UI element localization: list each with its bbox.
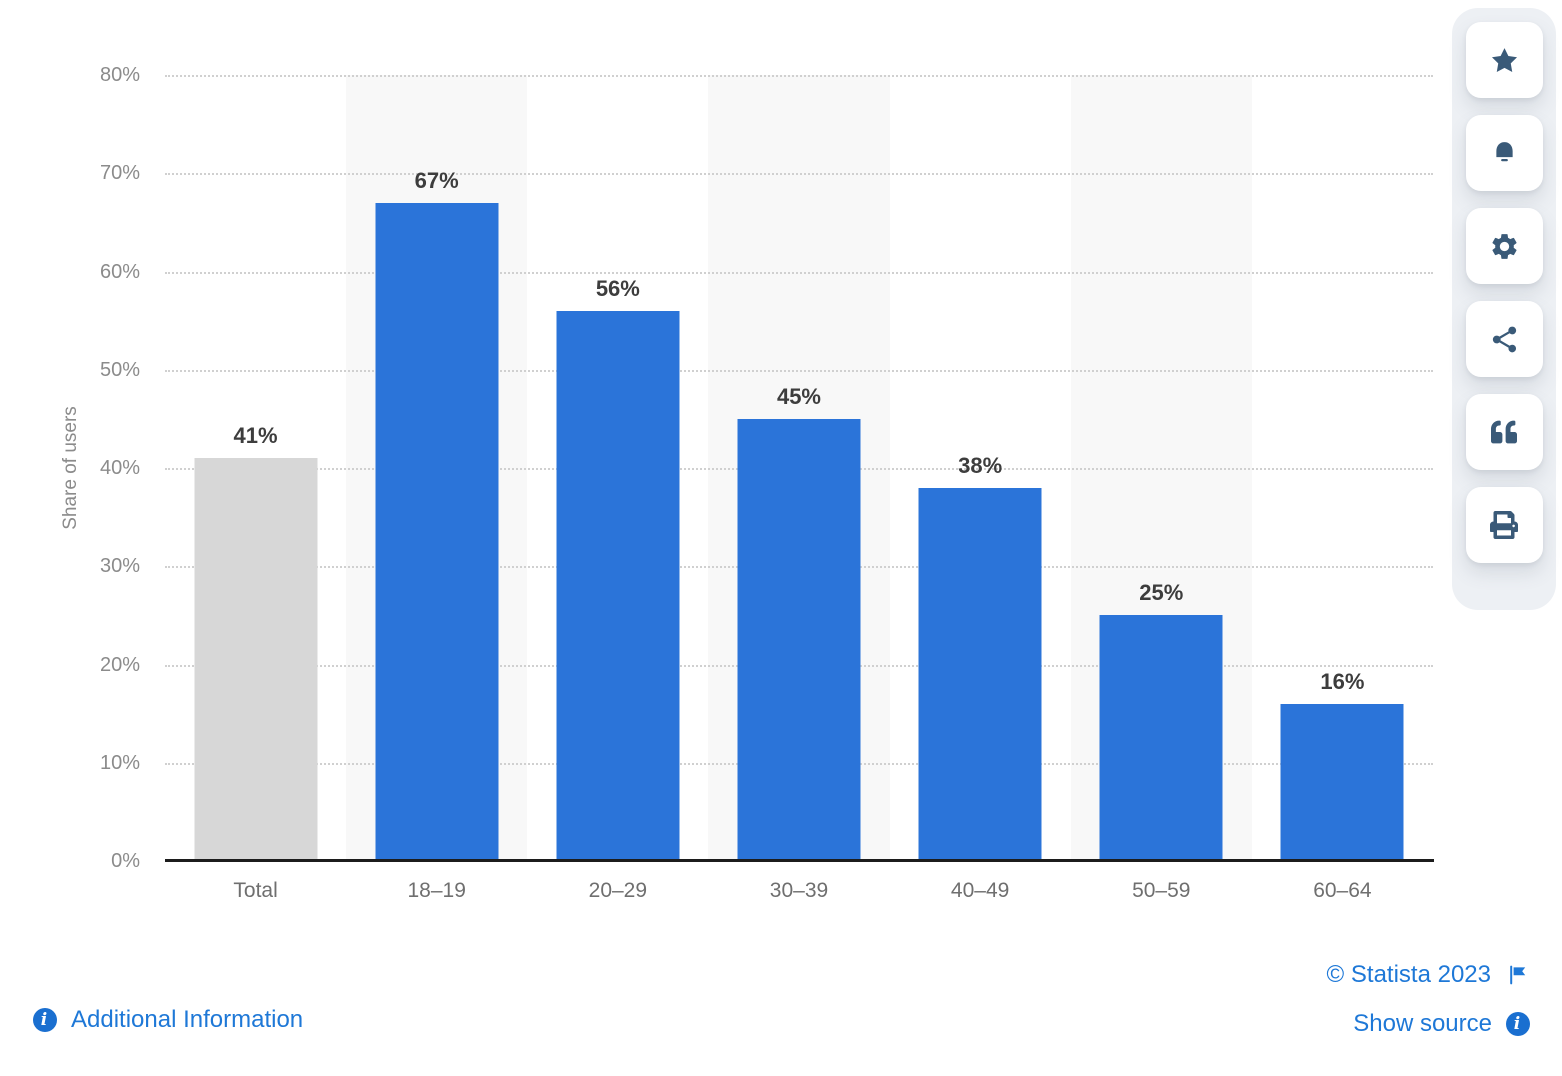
category-column: 41% (165, 75, 346, 861)
bar-18–19[interactable] (375, 202, 499, 861)
category-column: 56% (527, 75, 708, 861)
gridline (165, 369, 1433, 372)
y-axis-tick-label: 60% (99, 260, 140, 283)
share-button[interactable] (1465, 301, 1543, 377)
chart-toolbar (1452, 8, 1556, 610)
value-label: 41% (233, 423, 278, 449)
x-axis-label: 18–19 (407, 879, 466, 902)
y-axis-tick-label: 40% (99, 457, 140, 479)
settings-button[interactable] (1465, 208, 1543, 284)
value-label: 56% (595, 275, 640, 301)
bar-40–49[interactable] (918, 487, 1042, 861)
value-label: 45% (776, 383, 822, 409)
value-label: 38% (958, 452, 1003, 478)
bar-Total[interactable] (194, 458, 318, 861)
x-axis-line (165, 859, 1434, 862)
print-icon (1490, 511, 1518, 539)
x-axis-label: 60–64 (1313, 879, 1372, 902)
x-axis-label: 50–59 (1132, 879, 1191, 902)
category-column: 16% (1252, 75, 1433, 861)
copyright: © Statista 2023 (1327, 961, 1530, 989)
favorite-button[interactable] (1465, 22, 1543, 98)
y-axis-tick-label: 70% (99, 162, 140, 185)
x-axis-label: 20–29 (588, 879, 648, 902)
quote-icon (1491, 420, 1517, 444)
print-button[interactable] (1465, 487, 1543, 563)
info-icon: i (1506, 1012, 1530, 1036)
bar-30–39[interactable] (737, 418, 861, 861)
bar-60–64[interactable] (1280, 703, 1404, 861)
y-axis-tick-label: 0% (111, 850, 140, 872)
x-axis-label: Total (233, 879, 278, 902)
category-column: 25% (1071, 75, 1252, 861)
gear-icon (1491, 233, 1517, 259)
gridline (165, 75, 1433, 77)
show-source-label: Show source (1353, 1010, 1492, 1037)
category-column: 38% (890, 75, 1071, 861)
flag-icon (1510, 965, 1526, 985)
plot-area: 41% 67% 56% 45% 38% 25% 16% (165, 75, 1433, 861)
value-label: 67% (414, 167, 459, 193)
value-label: 16% (1320, 668, 1365, 694)
cite-button[interactable] (1465, 394, 1543, 470)
copyright-label: © Statista 2023 (1326, 961, 1491, 988)
y-axis-tick-label: 30% (99, 555, 140, 578)
bar-20–29[interactable] (556, 310, 680, 861)
x-axis-label: 30–39 (769, 879, 829, 902)
notifications-button[interactable] (1465, 115, 1543, 191)
value-label: 25% (1139, 580, 1184, 606)
star-icon (1491, 47, 1517, 72)
y-axis-tick-label: 50% (99, 358, 140, 381)
y-axis-tick-label: 80% (99, 64, 140, 86)
x-axis-label: 40–49 (950, 879, 1010, 902)
share-icon (1492, 326, 1516, 352)
y-axis-tick-label: 20% (99, 653, 140, 676)
gridline (165, 173, 1433, 176)
additional-information-link[interactable]: i Additional Information (33, 1006, 303, 1034)
show-source-link[interactable]: Show source i (1353, 1010, 1530, 1038)
category-column: 67% (346, 75, 527, 861)
y-axis-tick-label: 10% (99, 751, 140, 774)
category-column: 45% (708, 75, 889, 861)
gridline (165, 271, 1433, 274)
additional-information-label: Additional Information (71, 1006, 304, 1033)
bell-icon (1495, 141, 1513, 161)
info-icon: i (33, 1008, 57, 1032)
bar-50–59[interactable] (1099, 615, 1223, 861)
